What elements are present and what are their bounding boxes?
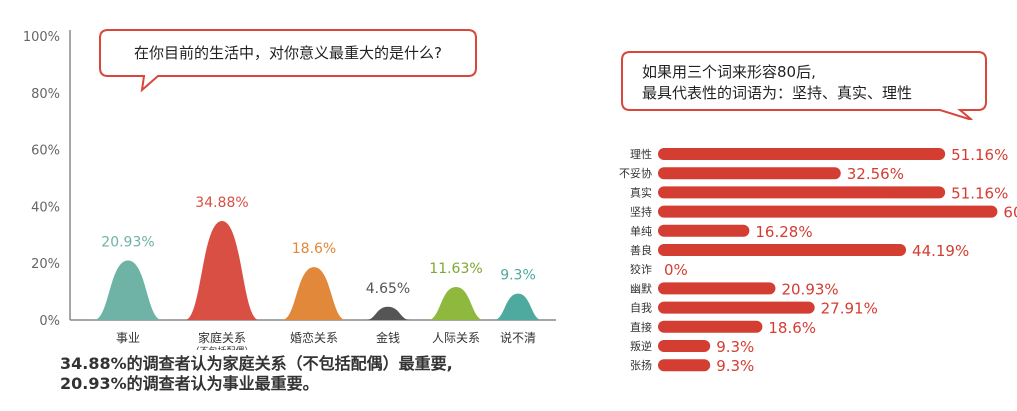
- data-label: 20.93%: [101, 235, 154, 251]
- y-tick-label: 60%: [31, 144, 60, 159]
- bar: [658, 301, 815, 314]
- right-chart: 理性 51.16% 不妥协 32.56% 真实 51.16% 坚持 60.47% 单纯 16.28…: [619, 146, 1017, 375]
- bar: [658, 186, 946, 199]
- summary-line-2: 20.93%的调查者认为事业最重要。: [60, 374, 319, 393]
- left-chart: 0% 20% 40% 60% 80% 100% 20.93% 事业 34.88% 家庭关系（不包括…: [23, 30, 556, 350]
- x-tick-label: 婚恋关系: [290, 330, 338, 345]
- x-tick-label: 人际关系: [432, 331, 480, 345]
- note-callout: 如果用三个词来形容80后, 最具代表性的词语为：坚持、真实、理性: [620, 50, 988, 120]
- note-text: 如果用三个词来形容80后, 最具代表性的词语为：坚持、真实、理性: [642, 62, 912, 104]
- category-label: 直接: [630, 320, 652, 334]
- y-tick-label: 0%: [39, 314, 60, 329]
- data-label: 27.91%: [821, 300, 878, 318]
- bar: [658, 320, 763, 333]
- y-tick-label: 20%: [31, 257, 60, 272]
- x-tick-label: 家庭关系: [198, 330, 246, 345]
- bar: [658, 282, 776, 295]
- data-label: 18.6%: [292, 241, 336, 257]
- data-label: 51.16%: [951, 184, 1008, 202]
- data-label: 20.93%: [781, 280, 838, 298]
- data-label: 60.47%: [1003, 204, 1017, 222]
- y-tick-label: 80%: [31, 87, 60, 102]
- data-label: 34.88%: [195, 195, 248, 211]
- bar: [658, 148, 946, 160]
- bar: [658, 340, 711, 352]
- bar: [658, 167, 841, 180]
- category-label: 坚持: [630, 205, 652, 219]
- bar: [658, 205, 998, 218]
- category-label: 自我: [630, 302, 652, 315]
- category-label: 单纯: [630, 225, 652, 238]
- x-tick-sublabel: （不包括配偶）: [190, 345, 253, 350]
- category-label: 幽默: [630, 282, 652, 295]
- category-label: 张扬: [630, 358, 652, 372]
- y-tick-label: 100%: [23, 30, 60, 45]
- data-label: 16.28%: [755, 223, 812, 241]
- data-label: 9.3%: [716, 357, 754, 375]
- question-callout: 在你目前的生活中，对你意义最重大的是什么?: [98, 28, 478, 92]
- bar: [94, 260, 162, 320]
- category-label: 理性: [630, 147, 652, 161]
- x-tick-label: 说不清: [500, 330, 536, 345]
- bar: [658, 359, 711, 372]
- data-label: 44.19%: [912, 242, 969, 260]
- bar: [366, 306, 410, 320]
- data-label: 32.56%: [847, 165, 904, 183]
- data-label: 9.3%: [500, 268, 536, 284]
- bar: [428, 286, 484, 320]
- category-label: 不妥协: [619, 166, 652, 180]
- question-text: 在你目前的生活中，对你意义最重大的是什么?: [134, 44, 442, 62]
- y-tick-label: 40%: [31, 200, 60, 215]
- category-label: 真实: [630, 185, 652, 199]
- bar: [658, 244, 907, 256]
- summary-line-1: 34.88%的调查者认为家庭关系（不包括配偶）最重要,: [60, 354, 453, 373]
- bar: [658, 224, 750, 237]
- category-label: 善良: [630, 243, 652, 257]
- bar: [282, 267, 346, 320]
- bar: [494, 293, 542, 320]
- category-label: 叛逆: [630, 339, 652, 353]
- summary-text: 34.88%的调查者认为家庭关系（不包括配偶）最重要, 20.93%的调查者认为…: [60, 354, 453, 394]
- data-label: 11.63%: [429, 261, 482, 277]
- category-label: 狡诈: [630, 262, 652, 276]
- data-label: 18.6%: [768, 319, 816, 337]
- bar: [185, 220, 259, 320]
- data-label: 0%: [664, 261, 688, 279]
- note-line-1: 如果用三个词来形容80后,: [642, 63, 816, 81]
- x-tick-label: 事业: [116, 331, 140, 345]
- note-line-2: 最具代表性的词语为：坚持、真实、理性: [642, 84, 913, 102]
- data-label: 4.65%: [366, 281, 410, 297]
- x-tick-label: 金钱: [376, 330, 400, 345]
- data-label: 51.16%: [951, 146, 1008, 164]
- data-label: 9.3%: [716, 338, 754, 356]
